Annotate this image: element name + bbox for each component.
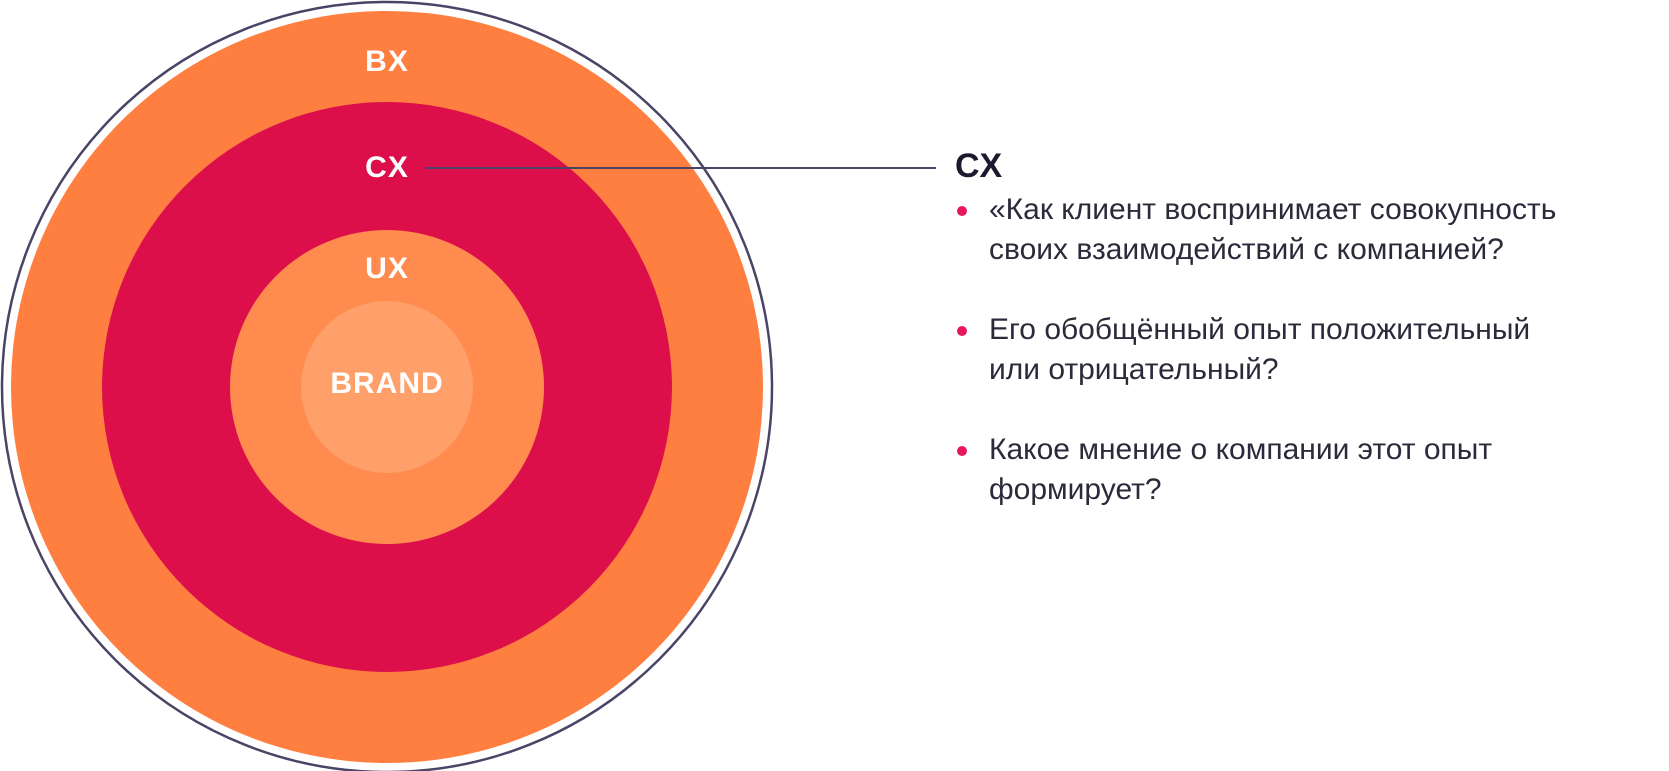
bullet-text: или отрицательный? bbox=[989, 353, 1279, 386]
bullet-text: «Как клиент воспринимает совокупность bbox=[989, 193, 1556, 226]
ring-label: UX bbox=[365, 252, 409, 285]
bullet-text: Его обобщённый опыт положительный bbox=[989, 313, 1530, 346]
callout-title: CX bbox=[955, 147, 1003, 185]
ring-label: CX bbox=[365, 151, 409, 184]
brand-circle bbox=[301, 301, 473, 473]
bullet-dot bbox=[957, 446, 967, 456]
bullet-dot bbox=[957, 326, 967, 336]
bullet-text: формирует? bbox=[989, 473, 1162, 506]
bullet-dot bbox=[957, 206, 967, 216]
bullet-list: «Как клиент воспринимает совокупность сво… bbox=[957, 193, 1556, 506]
bullet-text: своих взаимодействий с компанией? bbox=[989, 233, 1504, 266]
ring-label: BRAND bbox=[330, 367, 443, 400]
bullet-text: Какое мнение о компании этот опыт bbox=[989, 433, 1492, 466]
ring-label: BX bbox=[365, 45, 409, 78]
